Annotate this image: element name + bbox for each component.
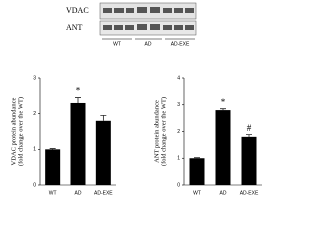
error-bar [100, 115, 107, 121]
significance-mark: # [247, 123, 252, 133]
x-tick-label: WT [193, 190, 201, 196]
y-tick-label: 4 [177, 75, 180, 81]
blot-row-label: VDAC [66, 6, 89, 15]
x-tick-label: AD-EXE [94, 190, 113, 196]
y-tick-label: 3 [33, 75, 36, 81]
y-tick-label: 1 [33, 147, 36, 153]
y-axis-label: (fold change over the WT) [17, 97, 24, 166]
y-axis-label: (fold change over the WT) [160, 97, 167, 166]
figure: VDAC ANT WT AD AD-EXE 0 1 2 3 VDAC protein a… [10, 2, 262, 196]
y-axis-label: VDAC protein abundance [10, 97, 17, 165]
x-tick-label: WT [49, 190, 57, 196]
bar [70, 102, 86, 185]
bar [215, 110, 231, 185]
error-bar [194, 157, 200, 159]
blot-group-label: AD [145, 41, 152, 47]
error-bar [220, 108, 226, 111]
x-tick-label: AD [220, 190, 227, 196]
bar [189, 158, 205, 185]
y-axis-label: ANT protein abundance [153, 100, 160, 163]
blot-image: VDAC ANT WT AD AD-EXE [66, 2, 197, 47]
blot-row-label: ANT [66, 23, 83, 32]
blot-panel [99, 2, 197, 20]
error-bar [246, 134, 252, 137]
y-tick-label: 0 [177, 182, 180, 188]
x-tick-label: AD [75, 190, 82, 196]
y-tick-label: 0 [33, 182, 36, 188]
x-tick-label: AD-EXE [240, 190, 259, 196]
blot-panel [99, 20, 197, 36]
bar [241, 136, 257, 185]
bar [45, 149, 61, 185]
blot-bands [103, 7, 194, 30]
blot-group-label: WT [113, 41, 121, 47]
y-tick-label: 2 [33, 111, 36, 117]
error-bar [75, 97, 81, 103]
bar [95, 120, 111, 185]
significance-mark: * [76, 86, 81, 96]
y-tick-label: 1 [177, 156, 180, 162]
y-tick-label: 2 [177, 129, 180, 135]
blot-group-label: AD-EXE [171, 41, 190, 47]
page: VDAC ANT WT AD AD-EXE 0 1 2 3 VDAC protein a… [10, 2, 262, 197]
y-tick-label: 3 [177, 102, 180, 108]
error-bar [49, 148, 56, 150]
significance-mark: * [221, 97, 226, 107]
